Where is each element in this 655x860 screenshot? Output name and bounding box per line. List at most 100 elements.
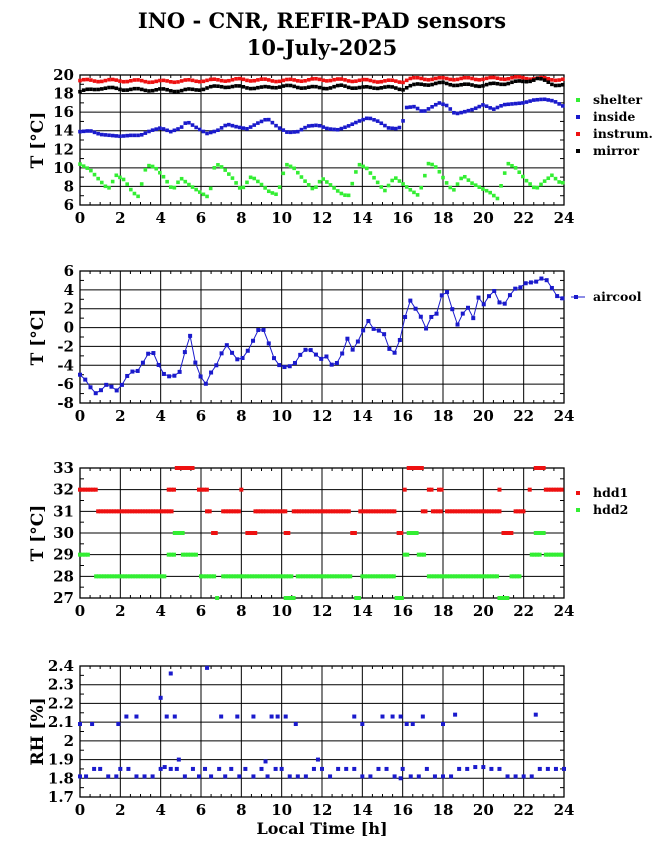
data-point [392, 350, 397, 355]
data-point [418, 314, 423, 319]
data-point [139, 133, 144, 137]
data-point [157, 574, 162, 579]
data-point [476, 574, 481, 579]
data-point [288, 164, 293, 169]
data-point [191, 552, 196, 557]
data-point [372, 79, 376, 84]
x-tick-label: 22 [513, 602, 534, 620]
data-point [381, 574, 386, 579]
data-point [465, 766, 470, 771]
data-point [488, 81, 492, 86]
data-point [251, 338, 256, 343]
data-point [506, 81, 511, 86]
data-point [178, 531, 183, 535]
data-point [285, 83, 289, 88]
data-point [321, 177, 326, 181]
data-point [434, 311, 439, 316]
data-point [85, 77, 90, 82]
data-point [190, 78, 195, 83]
data-point [292, 84, 296, 89]
data-point [417, 466, 422, 470]
data-point [441, 75, 445, 80]
data-point [406, 466, 411, 470]
data-point [207, 509, 212, 514]
data-point [551, 552, 556, 557]
data-point [304, 509, 309, 514]
data-point [187, 77, 191, 82]
data-point [546, 76, 551, 81]
data-point [524, 100, 529, 104]
data-point [288, 77, 293, 82]
data-point [502, 77, 507, 82]
data-point [477, 104, 482, 109]
data-point [376, 328, 381, 333]
data-point [537, 552, 542, 557]
data-point [484, 509, 489, 514]
y-tick-label: 29 [53, 546, 74, 564]
data-point [345, 574, 350, 579]
data-point [361, 117, 365, 122]
data-point [299, 86, 304, 90]
data-point [296, 79, 300, 83]
data-point [497, 487, 502, 492]
data-point [125, 373, 130, 378]
data-point [476, 295, 481, 300]
data-point [268, 574, 273, 579]
data-point [256, 78, 260, 82]
data-point [205, 86, 209, 90]
data-point [344, 509, 349, 514]
data-point [495, 81, 500, 86]
data-point [390, 85, 394, 89]
data-point [529, 552, 534, 557]
chart-title: INO - CNR, REFIR-PAD sensors [138, 8, 506, 33]
data-point [361, 328, 366, 333]
data-point [411, 531, 416, 535]
y-tick-label: 14 [53, 122, 74, 140]
data-point [533, 712, 538, 717]
data-point [507, 293, 512, 298]
data-point [190, 87, 195, 92]
data-point [535, 76, 540, 81]
data-point [473, 509, 478, 514]
data-point [510, 80, 514, 85]
data-point [201, 79, 206, 84]
x-tick-label: 10 [271, 209, 292, 227]
data-point [248, 175, 253, 180]
data-point [139, 78, 144, 83]
data-point [201, 87, 206, 92]
data-point [345, 336, 350, 341]
data-point [324, 354, 329, 359]
data-point [481, 765, 486, 770]
data-point [215, 596, 220, 600]
data-point [541, 531, 546, 535]
data-point [372, 175, 376, 180]
data-point [401, 119, 405, 123]
data-point [281, 171, 286, 176]
data-point [114, 134, 119, 138]
data-point [303, 86, 307, 90]
data-point [96, 509, 101, 514]
data-point [506, 76, 511, 81]
data-point [317, 123, 322, 128]
data-point [539, 76, 543, 81]
data-point [412, 75, 416, 80]
data-point [495, 76, 500, 80]
data-point [528, 280, 533, 285]
data-point [253, 509, 258, 514]
data-point [256, 121, 260, 125]
data-point [177, 466, 182, 470]
data-point [292, 360, 297, 365]
data-point [229, 766, 234, 771]
data-point [216, 128, 220, 132]
data-point [312, 509, 317, 514]
legend-label: mirror [593, 143, 639, 158]
data-point [104, 574, 109, 579]
data-point [88, 487, 93, 492]
y-tick-label: 4 [64, 281, 74, 299]
data-point [223, 85, 227, 90]
data-point [556, 487, 561, 492]
data-point [183, 552, 188, 557]
data-point [125, 574, 130, 579]
y-tick-label: 6 [64, 196, 74, 214]
